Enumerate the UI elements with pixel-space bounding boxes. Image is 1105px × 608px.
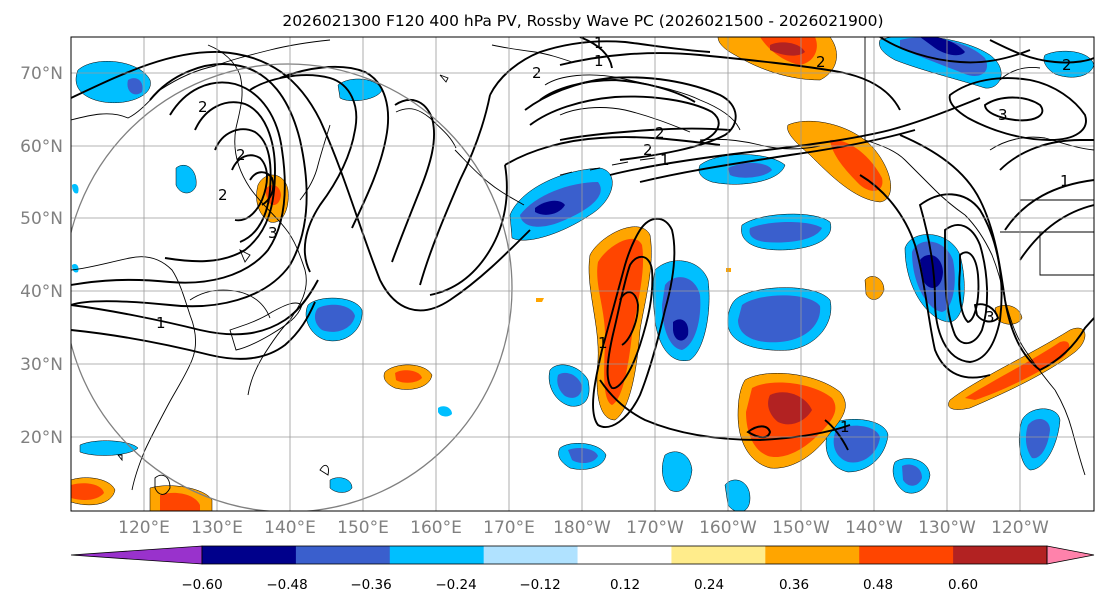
lon-label: 130°E (191, 518, 243, 538)
longitude-labels: 120°E 130°E 140°E 150°E 160°E 170°E 180°… (118, 518, 1049, 538)
lon-label: 120°W (991, 518, 1049, 538)
range-circle (71, 63, 513, 511)
lat-label: 40°N (20, 282, 63, 302)
gridlines (71, 37, 1094, 511)
colorbar-segment (483, 546, 579, 564)
lon-label: 150°W (772, 518, 830, 538)
colorbar-tick-label: −0.24 (435, 577, 476, 593)
lon-label: 170°E (483, 518, 535, 538)
contour-label: 2 (655, 124, 665, 142)
lon-label: 120°E (118, 518, 170, 538)
colorbar-extend-min (70, 545, 203, 565)
contour-label: 2 (236, 146, 246, 164)
colorbar-tick-label: −0.36 (350, 577, 391, 593)
colorbar-segment (765, 546, 860, 564)
lon-label: 160°E (410, 518, 462, 538)
colorbar-tick-label: −0.12 (519, 577, 560, 593)
colorbar-segments (70, 545, 1095, 565)
coastlines (71, 37, 1094, 495)
contour-label: 1 (594, 52, 604, 70)
colorbar-tick-label: −0.60 (181, 577, 222, 593)
figure-title: 2026021300 F120 400 hPa PV, Rossby Wave … (282, 12, 883, 30)
colorbar-tick-label: 0.12 (610, 577, 640, 593)
lat-label: 60°N (20, 137, 63, 157)
contour-label: 1 (598, 334, 608, 352)
colorbar-segment (295, 546, 391, 564)
contour-label: 2 (816, 53, 826, 71)
contour-label: 3 (998, 106, 1008, 124)
contour-label: 2 (1062, 56, 1072, 74)
contour-label: 2 (218, 186, 228, 204)
colorbar-frame (201, 545, 1048, 565)
latitude-labels: 70°N 60°N 50°N 40°N 30°N 20°N (20, 64, 63, 448)
colorbar-segment (671, 546, 766, 564)
lat-label: 30°N (20, 355, 63, 375)
colorbar-segment (859, 546, 954, 564)
map-frame (70, 36, 1095, 512)
lon-label: 130°W (918, 518, 976, 538)
lat-label: 50°N (20, 209, 63, 229)
lon-label: 170°W (626, 518, 684, 538)
colorbar-segment (202, 546, 297, 564)
contour-label: 1 (1060, 172, 1070, 190)
contour-label: 1 (594, 34, 604, 52)
lon-label: 160°W (699, 518, 757, 538)
colorbar-segment (577, 546, 672, 564)
lon-label: 140°W (845, 518, 903, 538)
lon-label: 150°E (337, 518, 389, 538)
contour-label: 3 (268, 224, 278, 242)
contour-label: 1 (156, 314, 166, 332)
lon-label: 180°W (553, 518, 611, 538)
contour-label: 2 (643, 141, 653, 159)
colorbar-tick-label: 0.24 (694, 577, 724, 593)
anomaly-shading (71, 37, 1094, 511)
colorbar-extend-max (1046, 545, 1095, 565)
colorbar-tick-label: 0.60 (948, 577, 978, 593)
colorbar-segment (389, 546, 485, 564)
colorbar-tick-labels: −0.60 −0.48 −0.36 −0.24 −0.12 0.12 0.24 … (181, 577, 978, 593)
colorbar: −0.60 −0.48 −0.36 −0.24 −0.12 0.12 0.24 … (70, 545, 1095, 593)
colorbar-tick-label: 0.48 (863, 577, 893, 593)
lat-label: 70°N (20, 64, 63, 84)
contour-label: 1 (660, 151, 670, 169)
pv-contours (71, 37, 1094, 451)
colorbar-tick-label: −0.48 (266, 577, 307, 593)
colorbar-tick-label: 0.36 (779, 577, 809, 593)
lon-label: 140°E (264, 518, 316, 538)
contour-label: 1 (840, 418, 850, 436)
map-panel: 1 1 1 1 1 1 1 2 2 2 2 2 2 2 2 3 3 3 (70, 34, 1095, 512)
contour-label: 3 (985, 308, 995, 326)
contour-label: 2 (198, 98, 208, 116)
colorbar-segment (953, 546, 1048, 564)
lat-label: 20°N (20, 428, 63, 448)
